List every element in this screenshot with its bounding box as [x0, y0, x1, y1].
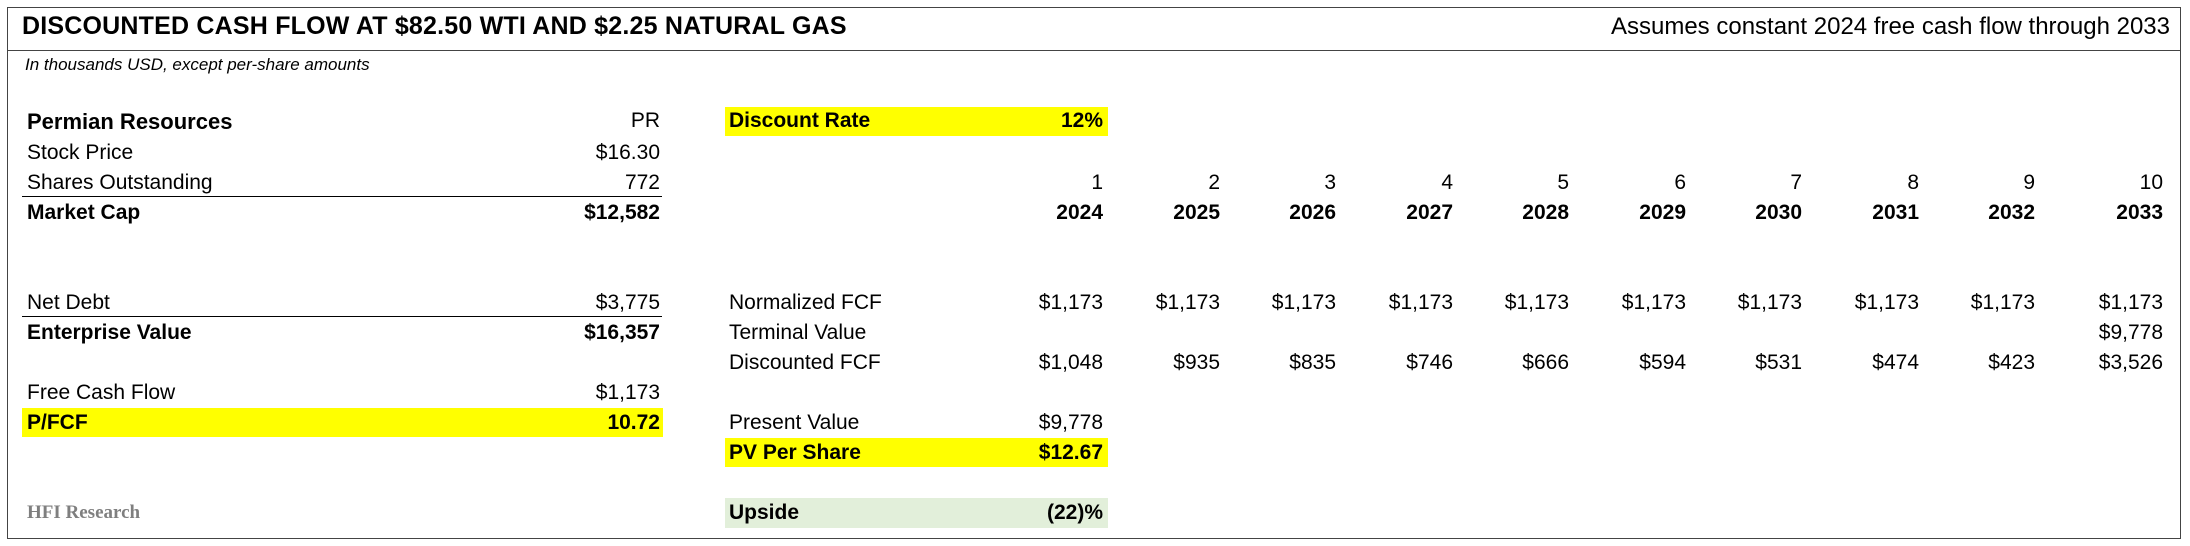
normalized-fcf-cell: $1,173	[1621, 291, 1686, 314]
year-cell: 2030	[1755, 201, 1802, 224]
pfcf-value: 10.72	[607, 411, 660, 434]
terminal-value-cell: $9,778	[2098, 321, 2163, 344]
enterprise-value-value: $16,357	[584, 321, 660, 344]
discounted-fcf-cell: $666	[1522, 351, 1569, 374]
present-value-value: $9,778	[1038, 411, 1103, 434]
market-cap-rule	[22, 196, 662, 197]
period-cell: 4	[1441, 171, 1453, 194]
pv-per-share-value: $12.67	[1038, 441, 1103, 464]
normalized-fcf-cell: $1,173	[1388, 291, 1453, 314]
period-cell: 7	[1790, 171, 1802, 194]
period-cell: 5	[1557, 171, 1569, 194]
net-debt-value: $3,775	[595, 291, 660, 314]
brand-logo-text: HFI Research	[27, 502, 141, 523]
pv-per-share-highlight	[725, 438, 1108, 467]
sheet-frame	[7, 7, 2181, 539]
period-cell: 10	[2139, 171, 2163, 194]
normalized-fcf-cell: $1,173	[1504, 291, 1569, 314]
shares-outstanding-label: Shares Outstanding	[27, 171, 213, 194]
page-title: DISCOUNTED CASH FLOW AT $82.50 WTI AND $…	[22, 12, 847, 40]
year-cell: 2028	[1522, 201, 1569, 224]
year-cell: 2032	[1988, 201, 2035, 224]
discounted-fcf-cell: $474	[1872, 351, 1919, 374]
shares-outstanding-value: 772	[624, 171, 660, 194]
company-ticker: PR	[630, 109, 660, 132]
normalized-fcf-cell: $1,173	[1854, 291, 1919, 314]
enterprise-value-label: Enterprise Value	[27, 321, 192, 344]
year-cell: 2025	[1173, 201, 1220, 224]
enterprise-value-rule	[22, 316, 662, 317]
header-divider	[8, 50, 2180, 51]
market-cap-label: Market Cap	[27, 201, 141, 224]
normalized-fcf-cell: $1,173	[1271, 291, 1336, 314]
year-cell: 2031	[1872, 201, 1919, 224]
period-cell: 9	[2023, 171, 2035, 194]
discounted-fcf-cell: $835	[1289, 351, 1336, 374]
normalized-fcf-cell: $1,173	[1038, 291, 1103, 314]
pv-per-share-label: PV Per Share	[729, 441, 861, 464]
discounted-fcf-cell: $531	[1755, 351, 1802, 374]
net-debt-label: Net Debt	[27, 291, 110, 314]
period-cell: 8	[1907, 171, 1919, 194]
market-cap-value: $12,582	[584, 201, 660, 224]
discount-rate-value: 12%	[1060, 109, 1103, 132]
discounted-fcf-cell: $935	[1173, 351, 1220, 374]
normalized-fcf-cell: $1,173	[1155, 291, 1220, 314]
normalized-fcf-cell: $1,173	[1737, 291, 1802, 314]
upside-label: Upside	[729, 501, 800, 524]
normalized-fcf-label: Normalized FCF	[729, 291, 882, 314]
upside-highlight	[725, 498, 1108, 528]
discounted-fcf-cell: $746	[1406, 351, 1453, 374]
discounted-fcf-label: Discounted FCF	[729, 351, 881, 374]
period-cell: 2	[1208, 171, 1220, 194]
year-cell: 2024	[1056, 201, 1103, 224]
company-name: Permian Resources	[27, 109, 233, 134]
normalized-fcf-cell: $1,173	[2098, 291, 2163, 314]
free-cash-flow-value: $1,173	[595, 381, 660, 404]
discount-rate-highlight	[725, 107, 1108, 136]
discounted-fcf-cell: $3,526	[2098, 351, 2163, 374]
page-subtitle: Assumes constant 2024 free cash flow thr…	[1610, 13, 2170, 40]
period-cell: 6	[1674, 171, 1686, 194]
upside-value: (22)%	[1046, 501, 1103, 524]
pfcf-label: P/FCF	[27, 411, 88, 434]
normalized-fcf-cell: $1,173	[1970, 291, 2035, 314]
stock-price-label: Stock Price	[27, 141, 134, 164]
period-cell: 3	[1324, 171, 1336, 194]
pfcf-highlight	[22, 408, 663, 437]
period-cell: 1	[1091, 171, 1103, 194]
year-cell: 2033	[2116, 201, 2163, 224]
units-note: In thousands USD, except per-share amoun…	[25, 55, 370, 74]
stock-price-value: $16.30	[595, 141, 660, 164]
discounted-fcf-cell: $594	[1639, 351, 1686, 374]
present-value-label: Present Value	[729, 411, 860, 434]
free-cash-flow-label: Free Cash Flow	[27, 381, 176, 404]
discounted-fcf-cell: $1,048	[1038, 351, 1103, 374]
year-cell: 2026	[1289, 201, 1336, 224]
discount-rate-label: Discount Rate	[729, 109, 871, 132]
terminal-value-label: Terminal Value	[729, 321, 867, 344]
year-cell: 2029	[1639, 201, 1686, 224]
discounted-fcf-cell: $423	[1988, 351, 2035, 374]
year-cell: 2027	[1406, 201, 1453, 224]
